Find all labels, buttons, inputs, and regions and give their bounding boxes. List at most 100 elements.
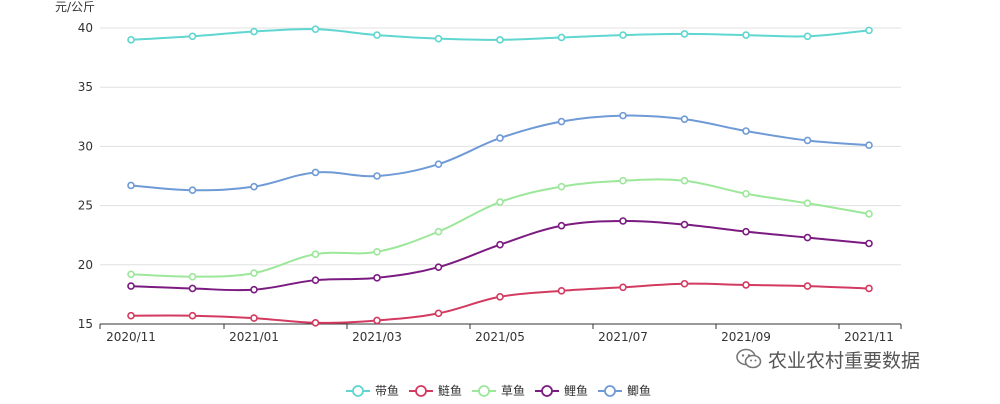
data-point[interactable] (373, 247, 381, 256)
data-point[interactable] (250, 314, 258, 322)
series-4 (127, 217, 873, 294)
data-point[interactable] (619, 111, 627, 120)
data-point[interactable] (311, 319, 320, 327)
data-point[interactable] (557, 33, 566, 42)
data-point[interactable] (557, 117, 566, 126)
data-point[interactable] (557, 221, 566, 230)
data-point[interactable] (188, 186, 197, 195)
data-point[interactable] (619, 217, 627, 225)
y-tick-label: 15 (78, 317, 93, 331)
legend[interactable]: 带鱼 鲢鱼 草鱼 鲤鱼 鲫鱼 (346, 383, 651, 398)
data-point[interactable] (803, 282, 812, 290)
y-tick-label: 20 (78, 258, 93, 272)
data-point[interactable] (188, 284, 197, 293)
x-axis: 2020/11 2021/01 2021/03 2021/05 2021/07 2021/… (99, 323, 902, 344)
data-point[interactable] (680, 115, 689, 123)
data-point[interactable] (742, 31, 750, 39)
data-point[interactable] (373, 172, 381, 180)
y-axis-ticks: 15 20 25 30 35 40 (78, 21, 93, 331)
data-point[interactable] (742, 127, 750, 135)
data-point[interactable] (619, 31, 627, 39)
legend-label: 鲤鱼 (564, 384, 588, 398)
data-point[interactable] (188, 311, 197, 320)
data-point[interactable] (742, 189, 750, 198)
data-point[interactable] (742, 227, 750, 236)
legend-swatch-marker (541, 385, 553, 397)
data-point[interactable] (557, 182, 566, 191)
data-point[interactable] (188, 32, 197, 41)
data-point[interactable] (742, 281, 750, 289)
legend-swatch-marker (352, 385, 364, 397)
data-point[interactable] (250, 27, 258, 36)
wechat-icon (736, 348, 762, 369)
legend-swatch-marker (478, 385, 490, 397)
legend-item[interactable]: 鲢鱼 (409, 383, 462, 398)
data-point[interactable] (496, 134, 504, 142)
data-point[interactable] (865, 210, 873, 218)
data-point[interactable] (188, 272, 197, 281)
data-point[interactable] (127, 181, 135, 190)
data-point[interactable] (803, 233, 812, 242)
data-point[interactable] (496, 198, 504, 206)
legend-item[interactable]: 带鱼 (346, 384, 399, 398)
data-point[interactable] (250, 285, 258, 294)
data-point[interactable] (680, 220, 689, 229)
data-point[interactable] (127, 282, 135, 290)
data-point[interactable] (250, 182, 258, 191)
legend-label: 带鱼 (375, 384, 399, 398)
data-point[interactable] (803, 136, 812, 145)
data-point[interactable] (496, 240, 504, 249)
legend-label: 鲢鱼 (438, 383, 462, 398)
legend-item[interactable]: 鲤鱼 (535, 384, 588, 398)
gridlines (100, 27, 901, 266)
data-point[interactable] (434, 309, 443, 318)
data-point[interactable] (803, 32, 812, 41)
data-point[interactable] (803, 199, 812, 208)
x-tick-label: 2021/09 (721, 330, 771, 344)
x-tick-label: 2021/01 (229, 330, 279, 344)
data-point[interactable] (496, 36, 504, 44)
data-point[interactable] (434, 263, 443, 271)
watermark-text: 农业农村重要数据 (768, 349, 921, 372)
series-line (130, 219, 870, 292)
data-point[interactable] (865, 26, 873, 35)
series-2 (127, 279, 873, 327)
data-point[interactable] (127, 36, 135, 44)
data-point[interactable] (434, 227, 443, 236)
legend-swatch-marker (415, 385, 427, 397)
data-point[interactable] (680, 279, 689, 288)
data-point[interactable] (311, 25, 320, 33)
data-point[interactable] (865, 284, 873, 293)
data-point[interactable] (250, 269, 258, 277)
data-point[interactable] (373, 316, 381, 325)
legend-label: 鲫鱼 (627, 384, 651, 398)
y-tick-label: 25 (78, 199, 93, 213)
data-point[interactable] (619, 176, 627, 185)
data-point[interactable] (127, 311, 135, 320)
data-point[interactable] (434, 34, 443, 43)
legend-item[interactable]: 鲫鱼 (598, 384, 651, 398)
data-point[interactable] (373, 274, 381, 282)
data-point[interactable] (434, 160, 443, 168)
y-axis-label: 元/公斤 (55, 0, 95, 14)
data-point[interactable] (311, 168, 320, 177)
series-1 (127, 25, 873, 44)
data-point[interactable] (865, 141, 873, 150)
x-tick-label: 2021/03 (352, 330, 402, 344)
series-5 (127, 111, 873, 195)
legend-swatch-marker (604, 385, 616, 397)
data-point[interactable] (680, 176, 689, 185)
data-point[interactable] (311, 250, 320, 258)
data-point[interactable] (680, 30, 689, 38)
watermark: 农业农村重要数据 (736, 344, 920, 374)
data-point[interactable] (557, 287, 566, 295)
data-point[interactable] (311, 276, 320, 284)
data-point[interactable] (373, 31, 381, 39)
y-tick-label: 40 (78, 21, 93, 35)
data-point[interactable] (865, 239, 873, 248)
legend-item[interactable]: 草鱼 (472, 384, 525, 398)
data-point[interactable] (127, 270, 135, 279)
data-point[interactable] (619, 283, 627, 292)
data-point[interactable] (496, 292, 504, 301)
